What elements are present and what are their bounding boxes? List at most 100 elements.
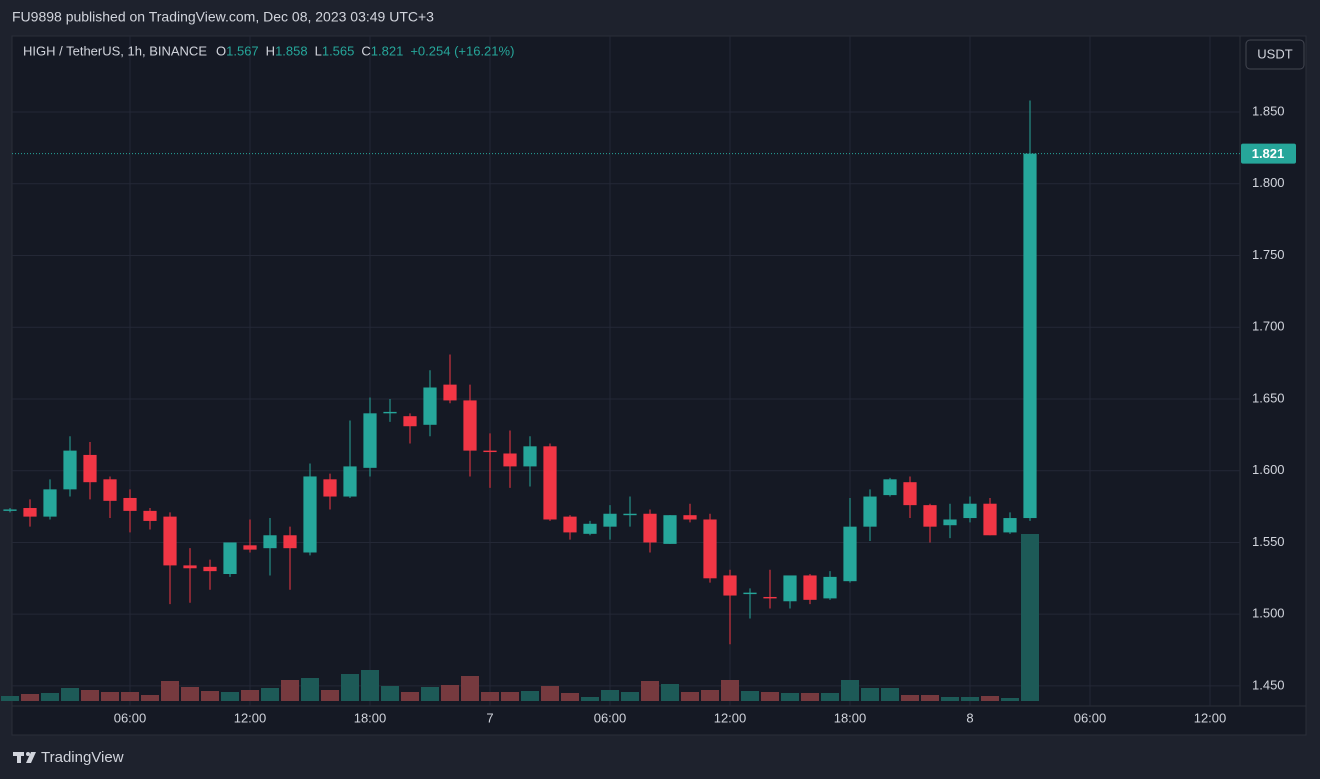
x-tick-label: 7 bbox=[486, 710, 493, 725]
volume-bar bbox=[241, 690, 259, 701]
volume-bar bbox=[841, 680, 859, 701]
candle-body bbox=[603, 513, 617, 527]
volume-bar bbox=[681, 692, 699, 701]
x-tick-label: 12:00 bbox=[1194, 710, 1227, 725]
currency-label: USDT bbox=[1257, 46, 1292, 61]
candle-body bbox=[223, 542, 237, 575]
volume-bar bbox=[1, 696, 19, 701]
candle-body bbox=[823, 576, 837, 599]
volume-bar bbox=[601, 690, 619, 701]
candle-body bbox=[643, 513, 657, 543]
candle-body bbox=[743, 592, 757, 595]
volume-bar bbox=[1001, 698, 1019, 701]
candle-body bbox=[583, 523, 597, 534]
volume-bar bbox=[941, 697, 959, 701]
tradingview-logo bbox=[13, 752, 36, 763]
legend-key: H bbox=[266, 43, 275, 58]
candle-body bbox=[683, 515, 697, 520]
volume-bar bbox=[541, 686, 559, 701]
candle-body bbox=[383, 411, 397, 414]
volume-bar bbox=[1021, 534, 1039, 701]
candle-body bbox=[423, 387, 437, 425]
volume-bar bbox=[361, 670, 379, 701]
x-tick-label: 12:00 bbox=[714, 710, 747, 725]
candle-body bbox=[983, 503, 997, 536]
candle-body bbox=[263, 535, 277, 549]
volume-bar bbox=[161, 681, 179, 701]
candle-body bbox=[203, 566, 217, 572]
candle-body bbox=[543, 446, 557, 520]
volume-bar bbox=[621, 692, 639, 701]
candle-body bbox=[623, 513, 637, 516]
candle-body bbox=[923, 505, 937, 527]
volume-bar bbox=[501, 692, 519, 701]
volume-bar bbox=[441, 685, 459, 701]
volume-bar bbox=[381, 686, 399, 701]
candle-body bbox=[883, 479, 897, 496]
candle-body bbox=[283, 535, 297, 549]
y-tick-label: 1.500 bbox=[1252, 606, 1285, 621]
x-tick-label: 06:00 bbox=[594, 710, 627, 725]
currency-button[interactable] bbox=[1245, 39, 1305, 70]
volume-bar bbox=[661, 684, 679, 701]
volume-bar bbox=[821, 693, 839, 701]
candle-body bbox=[23, 508, 37, 517]
legend-value: 1.567 bbox=[226, 43, 259, 58]
volume-bar bbox=[781, 693, 799, 701]
candle-body bbox=[63, 450, 77, 490]
y-tick-label: 1.650 bbox=[1252, 390, 1285, 405]
x-tick-label: 12:00 bbox=[234, 710, 267, 725]
volume-bar bbox=[901, 695, 919, 701]
volume-bar bbox=[981, 696, 999, 701]
volume-bar bbox=[741, 691, 759, 701]
volume-bar bbox=[321, 690, 339, 701]
volume-bar bbox=[21, 694, 39, 701]
volume-bar bbox=[961, 697, 979, 701]
candle-body bbox=[103, 479, 117, 501]
x-tick-label: 06:00 bbox=[114, 710, 147, 725]
candle-body bbox=[123, 497, 137, 511]
x-tick-label: 8 bbox=[966, 710, 973, 725]
volume-bar bbox=[701, 690, 719, 701]
candle-body bbox=[523, 446, 537, 467]
volume-bar bbox=[261, 688, 279, 701]
y-tick-label: 1.600 bbox=[1252, 462, 1285, 477]
y-tick-label: 1.850 bbox=[1252, 103, 1285, 118]
volume-bar bbox=[801, 693, 819, 701]
legend-key: O bbox=[216, 43, 226, 58]
volume-bar bbox=[41, 693, 59, 701]
volume-bar bbox=[921, 695, 939, 701]
candle-body bbox=[463, 400, 477, 451]
candle-body bbox=[843, 526, 857, 582]
x-tick-label: 18:00 bbox=[354, 710, 387, 725]
volume-bar bbox=[561, 693, 579, 701]
volume-bar bbox=[141, 695, 159, 701]
candle-body bbox=[563, 516, 577, 533]
candle-body bbox=[483, 450, 497, 453]
x-tick-label: 06:00 bbox=[1074, 710, 1107, 725]
last-price-tag bbox=[1241, 143, 1296, 164]
volume-bar bbox=[221, 692, 239, 701]
candle-body bbox=[143, 510, 157, 521]
volume-bar bbox=[401, 692, 419, 701]
volume-bar bbox=[721, 680, 739, 701]
volume-bar bbox=[101, 692, 119, 701]
candle-body bbox=[243, 545, 257, 550]
candle-body bbox=[403, 416, 417, 427]
candle-body bbox=[343, 466, 357, 497]
volume-bar bbox=[61, 688, 79, 701]
candle-body bbox=[303, 476, 317, 553]
candle-body bbox=[3, 509, 17, 511]
volume-bar bbox=[181, 687, 199, 701]
candle-body bbox=[503, 453, 517, 467]
brand: TradingView bbox=[41, 749, 124, 766]
candle-body bbox=[163, 516, 177, 566]
volume-bar bbox=[881, 688, 899, 701]
y-tick-label: 1.450 bbox=[1252, 677, 1285, 692]
volume-bar bbox=[461, 676, 479, 701]
legend-value: 1.858 bbox=[275, 43, 308, 58]
chart-pane bbox=[11, 35, 1307, 736]
y-tick-label: 1.800 bbox=[1252, 175, 1285, 190]
candle-body bbox=[663, 515, 677, 544]
y-tick-label: 1.700 bbox=[1252, 319, 1285, 334]
